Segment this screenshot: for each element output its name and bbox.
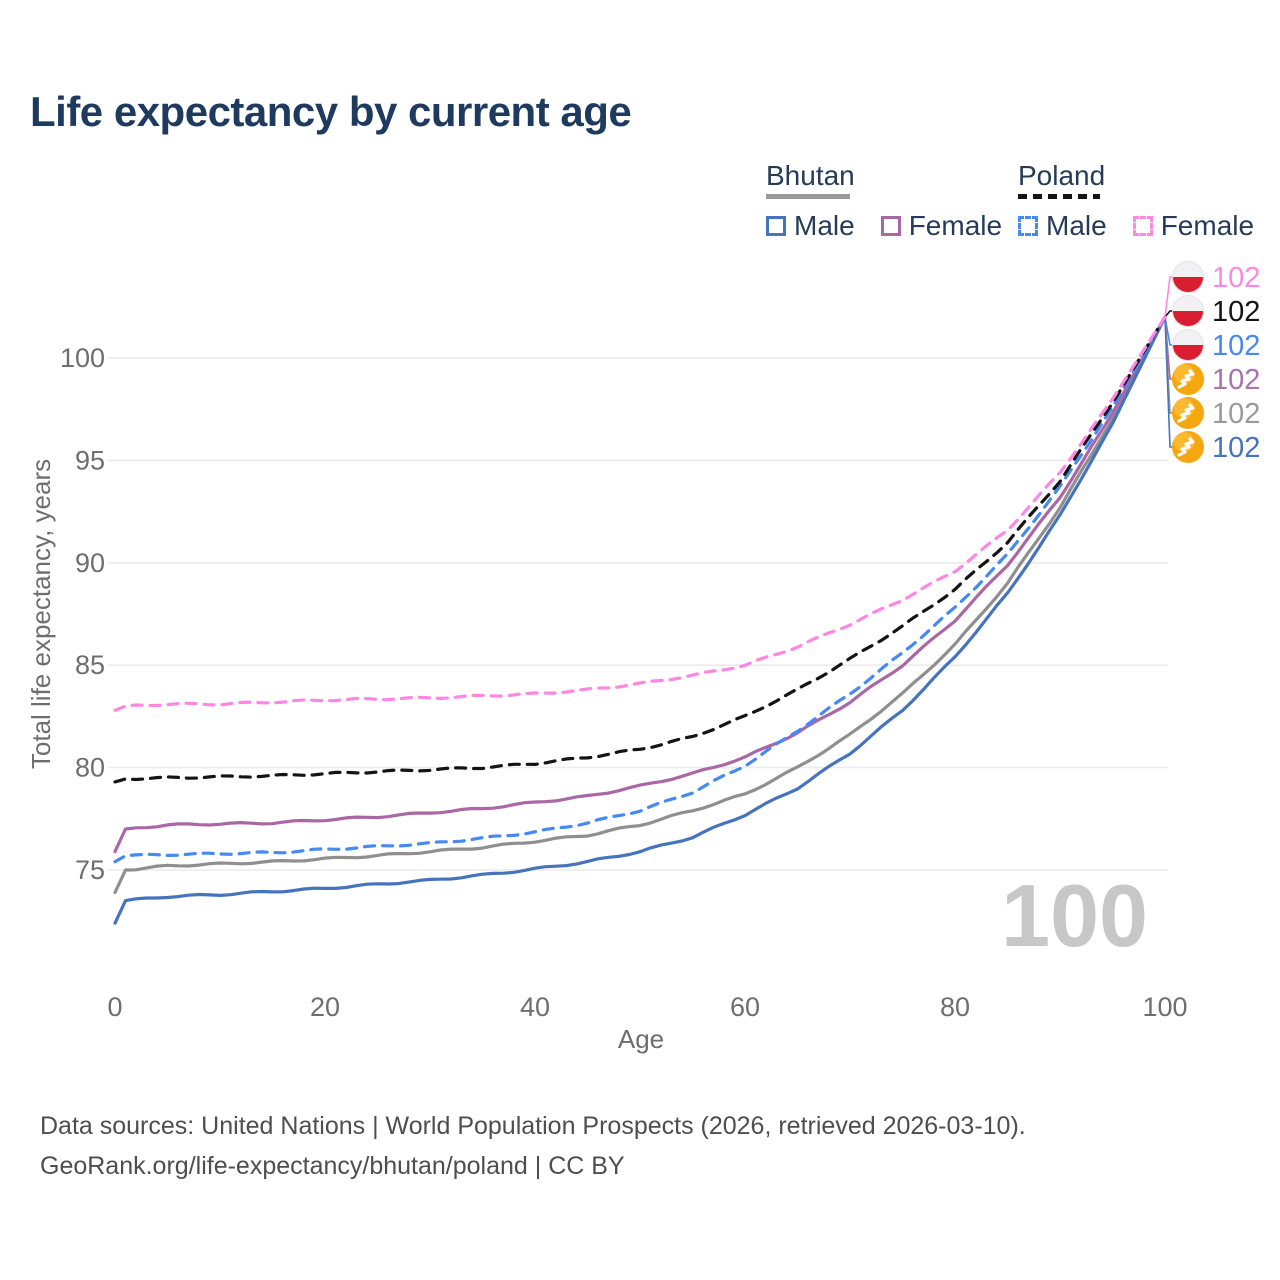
y-tick-label: 80 bbox=[75, 753, 105, 783]
line-poland-male[interactable] bbox=[113, 315, 1167, 864]
y-axis-title: Total life expectancy, years bbox=[26, 459, 56, 769]
y-tick-label: 90 bbox=[75, 548, 105, 578]
x-tick-label: 60 bbox=[730, 992, 760, 1022]
bhutan-flag-icon bbox=[1172, 397, 1204, 429]
end-value-label: 102 bbox=[1212, 398, 1260, 430]
swatch-solid-blue bbox=[766, 216, 786, 236]
line-poland-female[interactable] bbox=[113, 315, 1167, 712]
line-bhutan-total[interactable] bbox=[113, 315, 1167, 895]
gridlines bbox=[108, 357, 1168, 871]
end-value-label: 102 bbox=[1212, 296, 1260, 328]
poland-flag-icon bbox=[1172, 329, 1204, 361]
legend-item-label: Female bbox=[908, 210, 1003, 241]
legend-item-label: Male bbox=[1046, 210, 1107, 241]
end-value-label: 102 bbox=[1212, 330, 1260, 362]
y-tick-label: 100 bbox=[60, 343, 105, 373]
hovered-age-watermark: 100 bbox=[1001, 866, 1148, 965]
legend-group-poland: Poland Male Female bbox=[1018, 160, 1254, 242]
line-bhutan-female[interactable] bbox=[113, 315, 1167, 854]
page-title: Life expectancy by current age bbox=[30, 88, 632, 135]
bhutan-flag-icon bbox=[1172, 363, 1204, 395]
legend-item-label: Female bbox=[1160, 210, 1255, 241]
end-value-label: 102 bbox=[1212, 364, 1260, 396]
poland-flag-icon bbox=[1172, 295, 1204, 327]
swatch-dashed-pink bbox=[1132, 216, 1153, 236]
y-tick-label: 75 bbox=[75, 855, 105, 885]
swatch-dashed-blue bbox=[1018, 216, 1038, 236]
line-poland-total[interactable] bbox=[113, 315, 1167, 784]
poland-flag-icon bbox=[1172, 261, 1204, 293]
legend-item-poland-female[interactable]: Female bbox=[1132, 210, 1255, 242]
end-value-label: 102 bbox=[1212, 262, 1260, 294]
legend-underline-solid bbox=[766, 194, 850, 199]
bhutan-flag-icon bbox=[1172, 431, 1204, 463]
x-tick-label: 0 bbox=[107, 992, 122, 1022]
legend-underline-dashed bbox=[1018, 194, 1100, 199]
x-axis-title: Age bbox=[618, 1024, 664, 1054]
axis-ticks: 75 80 85 90 95 100 0 20 40 60 80 100 bbox=[60, 343, 1188, 1022]
end-value-label: 102 bbox=[1212, 432, 1260, 464]
line-bhutan-male[interactable] bbox=[113, 315, 1167, 925]
legend-item-label: Male bbox=[794, 210, 855, 241]
footer: Data sources: United Nations | World Pop… bbox=[40, 1106, 1026, 1186]
series-lines bbox=[113, 315, 1167, 925]
data-source-line: Data sources: United Nations | World Pop… bbox=[40, 1112, 1026, 1140]
y-tick-label: 85 bbox=[75, 650, 105, 680]
x-tick-label: 40 bbox=[520, 992, 550, 1022]
x-tick-label: 100 bbox=[1142, 992, 1187, 1022]
swatch-solid-purple bbox=[880, 216, 901, 236]
x-tick-label: 20 bbox=[310, 992, 340, 1022]
legend-item-poland-male[interactable]: Male bbox=[1018, 210, 1107, 242]
legend-item-bhutan-female[interactable]: Female bbox=[880, 210, 1003, 242]
legend-header-poland[interactable]: Poland bbox=[1018, 160, 1106, 191]
attribution-line: GeoRank.org/life-expectancy/bhutan/polan… bbox=[40, 1152, 625, 1180]
y-tick-label: 95 bbox=[75, 445, 105, 475]
legend-item-bhutan-male[interactable]: Male bbox=[766, 210, 855, 242]
x-tick-label: 80 bbox=[940, 992, 970, 1022]
legend-group-bhutan: Bhutan Male Female bbox=[766, 160, 1002, 242]
legend-header-bhutan[interactable]: Bhutan bbox=[766, 160, 855, 191]
